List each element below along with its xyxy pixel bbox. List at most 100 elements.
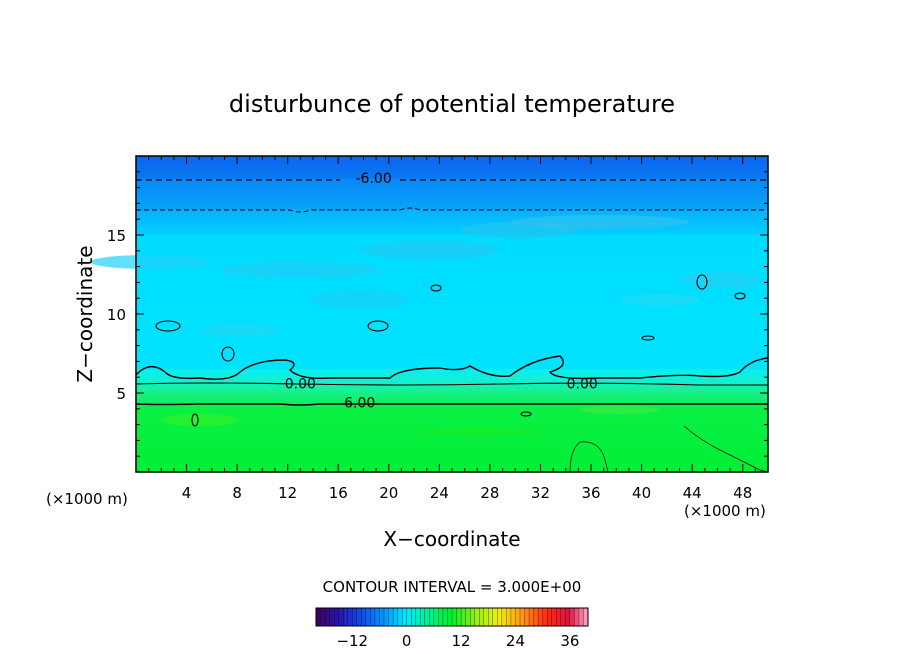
colorbar-segment [556,607,562,627]
colorbar-segment [392,607,399,627]
colorbar-segment [401,607,408,627]
contour-line-minus3 [136,207,768,213]
field-blob [90,255,210,269]
field-blob [200,324,280,336]
x-tick-label: 16 [329,484,348,502]
plot-area: -6.00 0.00 0.00 6.00 [90,155,769,473]
colorbar-tick-label: 24 [506,632,525,650]
contour-loop [430,284,442,292]
colorbar-tick-labels: −12 0 12 24 36 [336,632,579,650]
x-tick-label: 44 [683,484,702,502]
field-band [136,369,768,384]
x-tick-label: 48 [733,484,752,502]
colorbar-segment [537,607,544,627]
colorbar-segment [528,607,535,627]
contour-line-thin [569,441,609,473]
colorbar-segment [356,607,362,627]
contour-label: 0.00 [567,377,598,393]
colorbar-segment [333,607,340,627]
colorbar-tick-label: −12 [336,632,368,650]
chart-title: disturbunce of potential temperature [229,90,675,118]
colorbar-segment [479,607,485,627]
colorbar-segment [515,607,521,627]
x-axis-label: X−coordinate [383,527,520,551]
colorbar-segment [492,607,498,627]
contour-loop [734,292,746,300]
colorbar-segment [547,607,553,627]
x-tick-label: 20 [379,484,398,502]
colorbar-segment [433,607,439,627]
contour-loop [221,346,235,362]
colorbar-segment [352,607,358,627]
colorbar-segment [465,607,471,627]
colorbar-segment [411,607,417,627]
colorbar-segment [551,607,557,627]
x-tick-label: 4 [182,484,192,502]
colorbar [315,607,589,627]
colorbar-segment [524,607,530,627]
colorbar-segment [447,607,453,627]
x-tick-label: 12 [278,484,297,502]
colorbar-segment [338,607,344,627]
contour-loop [191,413,199,427]
field-blob [580,406,660,414]
field-blob [360,241,500,259]
colorbar-segment [519,607,525,627]
contour-lines [135,179,769,473]
field-blob [620,294,700,306]
colorbar-segment [424,607,430,627]
contour-label: 6.00 [344,395,375,411]
colorbar-segment [497,607,503,627]
colorbar-segment [456,607,462,627]
colorbar-tick-label: 0 [402,632,412,650]
field-background [136,156,768,472]
contour-loop [696,274,708,290]
colorbar-segment [438,607,444,627]
y-tick-label: 15 [107,227,126,245]
field-texture [90,215,760,437]
field-band [136,402,768,472]
colorbar-segment [329,607,335,627]
contour-loop [155,320,181,332]
colorbar-segment [370,607,376,627]
colorbar-segment [415,607,421,627]
colorbar-segment [442,607,448,627]
contour-line-6 [135,403,768,406]
x-unit-label: (×1000 m) [684,502,766,520]
colorbar-segment [501,607,507,627]
field-blob [680,272,760,288]
contour-label: 0.00 [285,377,316,393]
field-bands [136,156,768,472]
y-axis-label: Z−coordinate [73,245,97,382]
colorbar-segment [460,607,467,627]
contour-interval-label: CONTOUR INTERVAL = 3.000E+00 [323,578,582,596]
colorbar-segment [510,607,516,627]
field-band [136,156,768,179]
colorbar-segment [365,607,371,627]
contour-loop [641,335,655,341]
contour-line-zero [135,355,769,380]
x-tick-label: 32 [531,484,550,502]
y-tick-labels: 5 10 15 [107,227,126,403]
colorbar-segment [420,607,426,627]
field-band [136,393,768,403]
colorbar-segment [569,607,575,627]
colorbar-segment [488,607,494,627]
colorbar-segment [383,607,389,627]
x-tick-label: 28 [480,484,499,502]
colorbar-segment [379,607,385,627]
axis-ticks [136,156,768,472]
y-tick-label: 5 [116,385,126,403]
colorbar-segment [578,607,584,627]
colorbar-segment [574,607,580,627]
colorbar-segment [406,607,412,627]
colorbar-segment [451,607,457,627]
colorbar-segment [315,607,321,627]
field-blob [160,414,240,426]
colorbar-tick-label: 36 [560,632,579,650]
colorbar-tick-label: 12 [452,632,471,650]
colorbar-segment [506,607,512,627]
contour-loop [520,411,532,417]
x-tick-labels: 4 8 12 16 20 24 28 32 36 40 44 48 [182,484,752,502]
